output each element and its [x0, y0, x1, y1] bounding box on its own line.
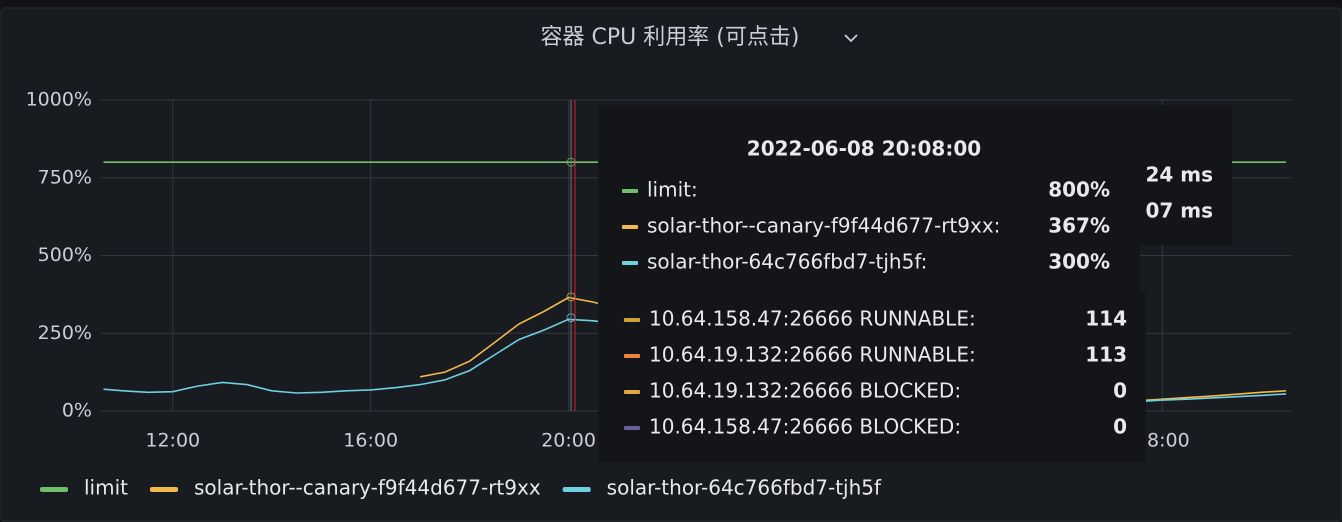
hover-point [566, 292, 576, 302]
y-tick-label: 1000% [26, 89, 92, 111]
y-tick-label: 0% [62, 400, 92, 422]
tooltip-label: 10.64.158.47:26666 BLOCKED: [649, 415, 961, 439]
legend-label[interactable]: solar-thor-64c766fbd7-tjh5f [607, 476, 882, 500]
legend-swatch [562, 487, 591, 492]
x-tick-label: 12:00 [145, 430, 200, 452]
tooltip-swatch [624, 426, 640, 430]
y-tick-label: 500% [38, 244, 92, 266]
tooltip-label: 10.64.158.47:26666 RUNNABLE: [649, 307, 976, 331]
legend-swatch [40, 487, 68, 492]
tooltip [598, 105, 1140, 291]
tooltip-swatch [622, 225, 638, 229]
tooltip-label: 10.64.19.132:26666 RUNNABLE: [649, 343, 976, 367]
overlay: 24 ms 07 ms 2022-06-08 20:08:00 limit: 800% s… [598, 105, 1232, 462]
tooltip-label: solar-thor-64c766fbd7-tjh5f: [647, 250, 927, 274]
tooltip-time: 2022-06-08 20:08:00 [747, 137, 981, 161]
legend-swatch [150, 487, 178, 492]
tooltip-text: 24 ms [1145, 163, 1213, 187]
legend-label[interactable]: limit [84, 476, 128, 500]
chart-title[interactable]: 容器 CPU 利用率 (可点击) [541, 25, 800, 50]
tooltip-value: 800% [1048, 178, 1110, 202]
x-tick-label: 16:00 [343, 430, 398, 452]
tooltip-swatch [624, 390, 640, 394]
title-chevron[interactable] [844, 34, 858, 43]
tooltip-value: 300% [1048, 250, 1110, 274]
tooltip-swatch [624, 318, 640, 322]
y-tick-label: 250% [38, 322, 92, 344]
legend-label[interactable]: solar-thor--canary-f9f44d677-rt9xx [194, 476, 541, 500]
hover-point [566, 313, 576, 323]
tooltip-value: 0 [1113, 379, 1127, 403]
tooltip-label: solar-thor--canary-f9f44d677-rt9xx: [647, 214, 1000, 238]
tooltip-swatch [622, 189, 638, 193]
tooltip-value: 113 [1085, 343, 1127, 367]
y-tick-label: 750% [38, 166, 92, 188]
x-tick-label: 20:00 [541, 430, 596, 452]
tooltip-value: 0 [1113, 415, 1127, 439]
x-tick-label: 08:00 [1135, 430, 1190, 452]
tooltip-label: 10.64.19.132:26666 BLOCKED: [649, 379, 961, 403]
tooltip-value: 367% [1048, 214, 1110, 238]
hover-point [566, 157, 576, 167]
tooltip-swatch [624, 354, 640, 358]
tooltip-value: 114 [1085, 307, 1127, 331]
tooltip-label: limit: [647, 178, 698, 202]
tooltip-text: 07 ms [1145, 199, 1213, 223]
thread-tooltip [598, 291, 1146, 462]
tooltip-swatch [622, 261, 638, 265]
